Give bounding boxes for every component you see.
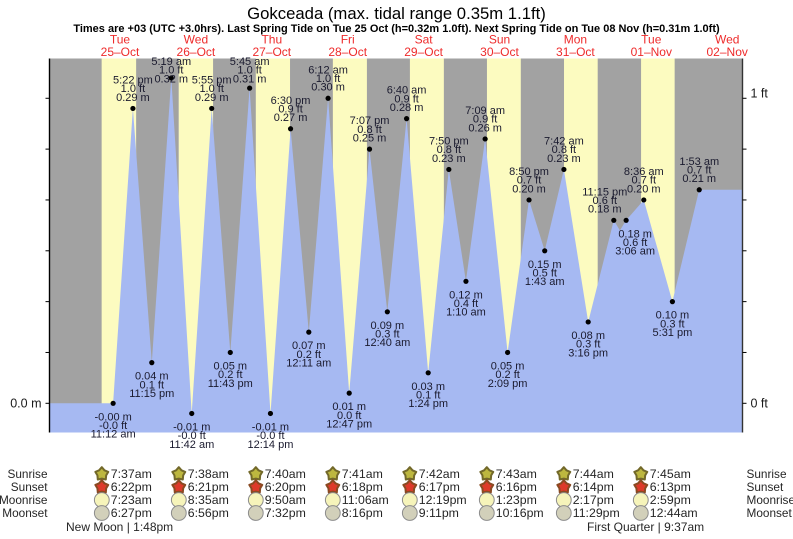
svg-text:7:45am: 7:45am <box>650 467 691 481</box>
svg-text:11:42 am: 11:42 am <box>169 439 214 451</box>
svg-text:12:40 am: 12:40 am <box>364 337 410 349</box>
svg-text:0.30 m: 0.30 m <box>311 82 345 94</box>
svg-text:7:32pm: 7:32pm <box>265 506 306 520</box>
svg-text:Sunset: Sunset <box>747 480 784 494</box>
svg-text:7:44am: 7:44am <box>573 467 614 481</box>
svg-text:0.20 m: 0.20 m <box>512 183 546 195</box>
svg-text:2:17pm: 2:17pm <box>573 493 614 507</box>
svg-text:0.18 m: 0.18 m <box>588 204 622 216</box>
svg-text:0.23 m: 0.23 m <box>432 153 466 165</box>
svg-text:0.32 m: 0.32 m <box>154 73 188 85</box>
svg-text:0.21 m: 0.21 m <box>682 173 716 185</box>
svg-text:0.26 m: 0.26 m <box>468 122 502 134</box>
svg-text:2:59pm: 2:59pm <box>650 493 691 507</box>
svg-text:12:19pm: 12:19pm <box>419 493 467 507</box>
svg-text:7:40am: 7:40am <box>265 467 306 481</box>
svg-text:0.25 m: 0.25 m <box>353 133 387 145</box>
svg-text:0.28 m: 0.28 m <box>390 102 424 114</box>
svg-text:0.29 m: 0.29 m <box>195 92 229 104</box>
svg-text:New Moon | 1:48pm: New Moon | 1:48pm <box>66 520 173 534</box>
svg-text:7:38am: 7:38am <box>188 467 229 481</box>
svg-text:02–Nov: 02–Nov <box>707 45 748 59</box>
svg-text:8:35am: 8:35am <box>188 493 229 507</box>
svg-text:9:11pm: 9:11pm <box>419 506 459 520</box>
svg-text:01–Nov: 01–Nov <box>631 45 672 59</box>
svg-text:6:27pm: 6:27pm <box>111 506 152 520</box>
svg-text:11:06am: 11:06am <box>342 493 389 507</box>
svg-text:7:37am: 7:37am <box>111 467 152 481</box>
svg-text:11:43 pm: 11:43 pm <box>208 378 253 390</box>
svg-text:6:16pm: 6:16pm <box>496 480 537 494</box>
svg-text:12:47 pm: 12:47 pm <box>326 419 372 431</box>
svg-text:6:56pm: 6:56pm <box>188 506 229 520</box>
svg-text:Sunrise: Sunrise <box>747 467 787 481</box>
svg-text:6:14pm: 6:14pm <box>573 480 614 494</box>
svg-text:25–Oct: 25–Oct <box>101 45 140 59</box>
svg-text:11:29pm: 11:29pm <box>573 506 620 520</box>
svg-text:9:50am: 9:50am <box>265 493 306 507</box>
svg-text:Sunset: Sunset <box>11 480 48 494</box>
svg-text:6:20pm: 6:20pm <box>265 480 306 494</box>
svg-text:12:11 am: 12:11 am <box>286 358 331 370</box>
svg-text:0.31 m: 0.31 m <box>233 73 267 85</box>
svg-text:28–Oct: 28–Oct <box>328 45 367 59</box>
svg-text:Sunrise: Sunrise <box>8 467 48 481</box>
svg-text:0.20 m: 0.20 m <box>627 183 661 195</box>
svg-text:1:10 am: 1:10 am <box>446 307 486 319</box>
svg-text:29–Oct: 29–Oct <box>404 45 443 59</box>
svg-text:6:21pm: 6:21pm <box>188 480 229 494</box>
svg-text:12:14 pm: 12:14 pm <box>248 439 294 451</box>
svg-text:0 ft: 0 ft <box>751 396 769 410</box>
svg-text:7:23am: 7:23am <box>111 493 152 507</box>
svg-text:1:24 pm: 1:24 pm <box>408 398 448 410</box>
svg-text:Moonset: Moonset <box>747 506 793 520</box>
svg-text:7:41am: 7:41am <box>342 467 383 481</box>
svg-text:6:22pm: 6:22pm <box>111 480 152 494</box>
svg-text:6:18pm: 6:18pm <box>342 480 383 494</box>
svg-text:31–Oct: 31–Oct <box>556 45 595 59</box>
svg-text:5:31 pm: 5:31 pm <box>653 327 693 339</box>
svg-text:11:12 am: 11:12 am <box>91 429 136 441</box>
svg-text:1:43 am: 1:43 am <box>525 276 565 288</box>
svg-text:0.29 m: 0.29 m <box>116 92 150 104</box>
svg-text:12:44am: 12:44am <box>650 506 698 520</box>
svg-text:6:13pm: 6:13pm <box>650 480 691 494</box>
svg-text:7:42am: 7:42am <box>419 467 460 481</box>
svg-text:10:16pm: 10:16pm <box>496 506 544 520</box>
svg-text:First Quarter | 9:37am: First Quarter | 9:37am <box>587 520 704 534</box>
svg-text:30–Oct: 30–Oct <box>480 45 519 59</box>
svg-text:Moonrise: Moonrise <box>747 493 793 507</box>
svg-text:0.23 m: 0.23 m <box>547 153 581 165</box>
svg-text:Moonrise: Moonrise <box>0 493 48 507</box>
svg-text:8:16pm: 8:16pm <box>342 506 383 520</box>
svg-text:3:16 pm: 3:16 pm <box>568 347 608 359</box>
svg-text:1:23pm: 1:23pm <box>496 493 537 507</box>
svg-text:1 ft: 1 ft <box>751 86 769 100</box>
svg-text:0.0 m: 0.0 m <box>10 396 41 410</box>
svg-text:3:06 am: 3:06 am <box>615 246 655 258</box>
svg-text:7:43am: 7:43am <box>496 467 537 481</box>
svg-text:Moonset: Moonset <box>2 506 48 520</box>
svg-text:6:17pm: 6:17pm <box>419 480 460 494</box>
svg-text:11:15 pm: 11:15 pm <box>129 388 174 400</box>
svg-text:0.27 m: 0.27 m <box>274 112 308 124</box>
svg-text:2:09 pm: 2:09 pm <box>488 378 528 390</box>
